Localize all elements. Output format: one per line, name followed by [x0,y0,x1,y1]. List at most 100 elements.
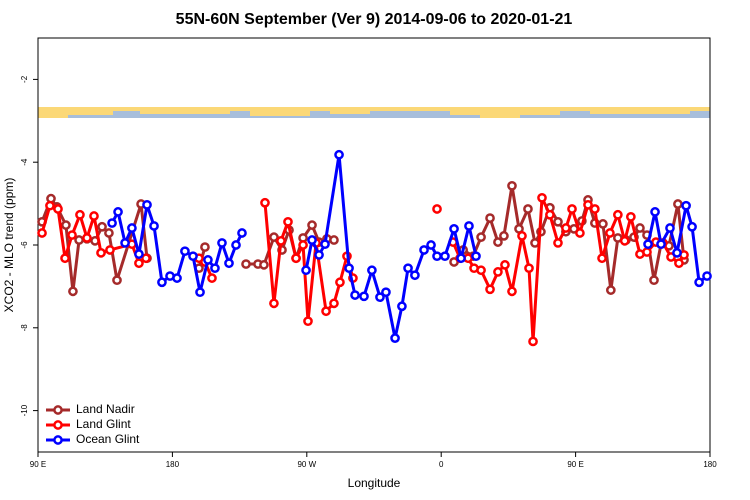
point [367,265,377,276]
x-tick-label: 90 E [30,460,46,469]
point [207,273,217,283]
chart-title: 55N-60N September (Ver 9) 2014-09-06 to … [176,11,573,28]
point [567,204,577,214]
point [303,316,313,327]
point [476,265,486,276]
map-strip [38,107,710,118]
point [127,223,137,233]
point [440,251,450,262]
point [188,251,198,262]
point [553,238,563,248]
point [575,228,585,238]
y-tick-label: -2 [20,75,29,83]
x-tick-label: 90 E [567,460,583,469]
point [528,336,538,347]
point [702,271,712,281]
point [195,287,205,298]
point [635,223,645,233]
point [134,258,144,269]
point [673,199,683,209]
point [210,263,220,274]
point [307,235,317,245]
point [524,263,534,274]
point [260,197,270,208]
point [350,290,360,300]
point [298,240,308,250]
point [656,239,666,250]
y-tick-label: -6 [20,241,29,249]
point [432,251,442,262]
point [269,298,279,309]
x-tick-label: 0 [439,460,444,469]
legend-marker [53,420,63,430]
point [410,270,420,281]
point [329,298,339,309]
point [507,180,517,191]
point [619,236,630,246]
point [231,240,241,250]
point [605,228,615,238]
point [74,235,84,245]
point [113,207,123,217]
x-tick-label: 90 W [297,460,316,469]
point [694,277,704,288]
point [537,192,547,203]
point [613,209,623,220]
y-axis-label: XCO2 - MLO trend (ppm) [2,178,16,313]
legend-label: Ocean Glint [76,432,140,446]
point [426,240,436,250]
point [553,216,563,227]
point [545,209,555,220]
point [419,245,429,255]
point [449,224,459,234]
point [359,291,369,302]
point [493,267,503,277]
point [149,221,159,231]
point [82,233,92,243]
series [107,149,712,343]
point [141,253,151,264]
point [590,204,600,214]
y-tick-label: -8 [20,324,29,332]
point [626,211,636,222]
point [605,285,616,295]
point [329,235,339,245]
point [649,275,659,286]
point [112,275,122,286]
point [597,253,607,264]
point [598,219,608,229]
point [203,255,213,265]
point [269,232,279,242]
point [67,230,77,240]
point [200,242,210,252]
point [157,277,167,288]
series-line [40,196,686,343]
legend-label: Land Nadir [76,402,135,416]
legend-marker [53,435,63,445]
point [476,232,486,242]
point [403,263,413,274]
point [45,200,55,211]
point [687,221,697,232]
point [642,247,652,257]
point [320,239,330,250]
point [583,199,593,210]
point [397,301,407,312]
point [224,258,234,269]
point [650,207,660,217]
point [530,238,540,248]
point [643,239,653,250]
y-tick-label: -4 [20,158,29,166]
point [672,248,682,258]
x-axis-label: Longitude [348,476,401,490]
point [681,200,691,211]
point [335,277,345,288]
point [665,223,675,233]
point [381,287,391,298]
point [104,228,114,238]
point [276,236,286,246]
point [120,238,130,248]
point [499,231,509,241]
point [334,149,344,160]
